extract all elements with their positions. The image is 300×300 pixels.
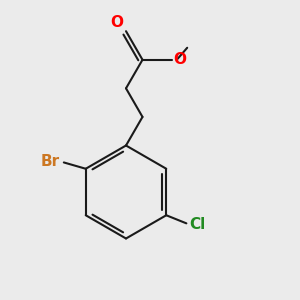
Text: Br: Br (41, 154, 60, 169)
Text: O: O (174, 52, 187, 67)
Text: Cl: Cl (189, 217, 205, 232)
Text: O: O (110, 15, 123, 30)
